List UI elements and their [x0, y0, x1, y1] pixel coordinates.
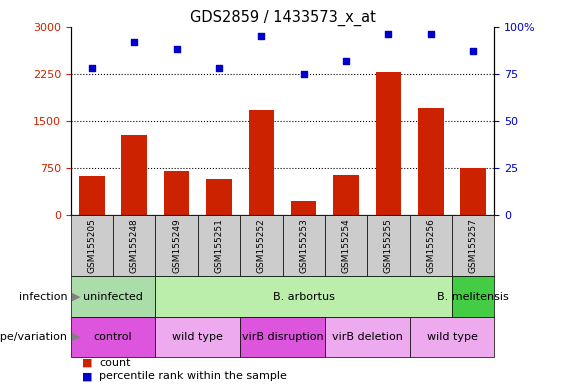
Text: GSM155255: GSM155255	[384, 218, 393, 273]
Text: GSM155205: GSM155205	[88, 218, 96, 273]
Bar	[376, 72, 401, 215]
Text: ▶: ▶	[72, 291, 80, 302]
Text: virB deletion: virB deletion	[332, 332, 403, 342]
Bar	[79, 176, 105, 215]
Bar	[164, 171, 189, 215]
Text: uninfected: uninfected	[83, 291, 143, 302]
Text: GSM155257: GSM155257	[469, 218, 477, 273]
Text: ▶: ▶	[72, 332, 80, 342]
Bar	[418, 108, 444, 215]
Text: percentile rank within the sample: percentile rank within the sample	[99, 371, 287, 381]
Bar	[206, 179, 232, 215]
Text: infection: infection	[19, 291, 68, 302]
Point	[384, 31, 393, 38]
Text: GSM155252: GSM155252	[257, 218, 266, 273]
Bar	[121, 135, 147, 215]
Point	[215, 65, 224, 71]
Bar	[333, 175, 359, 215]
Text: genotype/variation: genotype/variation	[0, 332, 68, 342]
Bar	[460, 168, 486, 215]
Bar	[291, 201, 316, 215]
Text: B. arbortus: B. arbortus	[273, 291, 334, 302]
Text: GSM155254: GSM155254	[342, 218, 350, 273]
Point	[426, 31, 435, 38]
Text: control: control	[94, 332, 132, 342]
Text: GSM155251: GSM155251	[215, 218, 223, 273]
Text: ■: ■	[82, 371, 93, 381]
Text: virB disruption: virB disruption	[242, 332, 323, 342]
Text: count: count	[99, 358, 131, 368]
Text: wild type: wild type	[427, 332, 477, 342]
Text: wild type: wild type	[172, 332, 223, 342]
Point	[172, 46, 181, 53]
Point	[469, 48, 478, 55]
Point	[87, 65, 96, 71]
Text: ■: ■	[82, 358, 93, 368]
Point	[341, 58, 350, 64]
Text: GDS2859 / 1433573_x_at: GDS2859 / 1433573_x_at	[190, 10, 375, 26]
Bar	[249, 110, 274, 215]
Text: GSM155253: GSM155253	[299, 218, 308, 273]
Text: GSM155248: GSM155248	[130, 218, 138, 273]
Text: GSM155249: GSM155249	[172, 218, 181, 273]
Text: B. melitensis: B. melitensis	[437, 291, 509, 302]
Point	[129, 39, 139, 45]
Point	[257, 33, 266, 40]
Text: GSM155256: GSM155256	[427, 218, 435, 273]
Point	[299, 71, 308, 77]
